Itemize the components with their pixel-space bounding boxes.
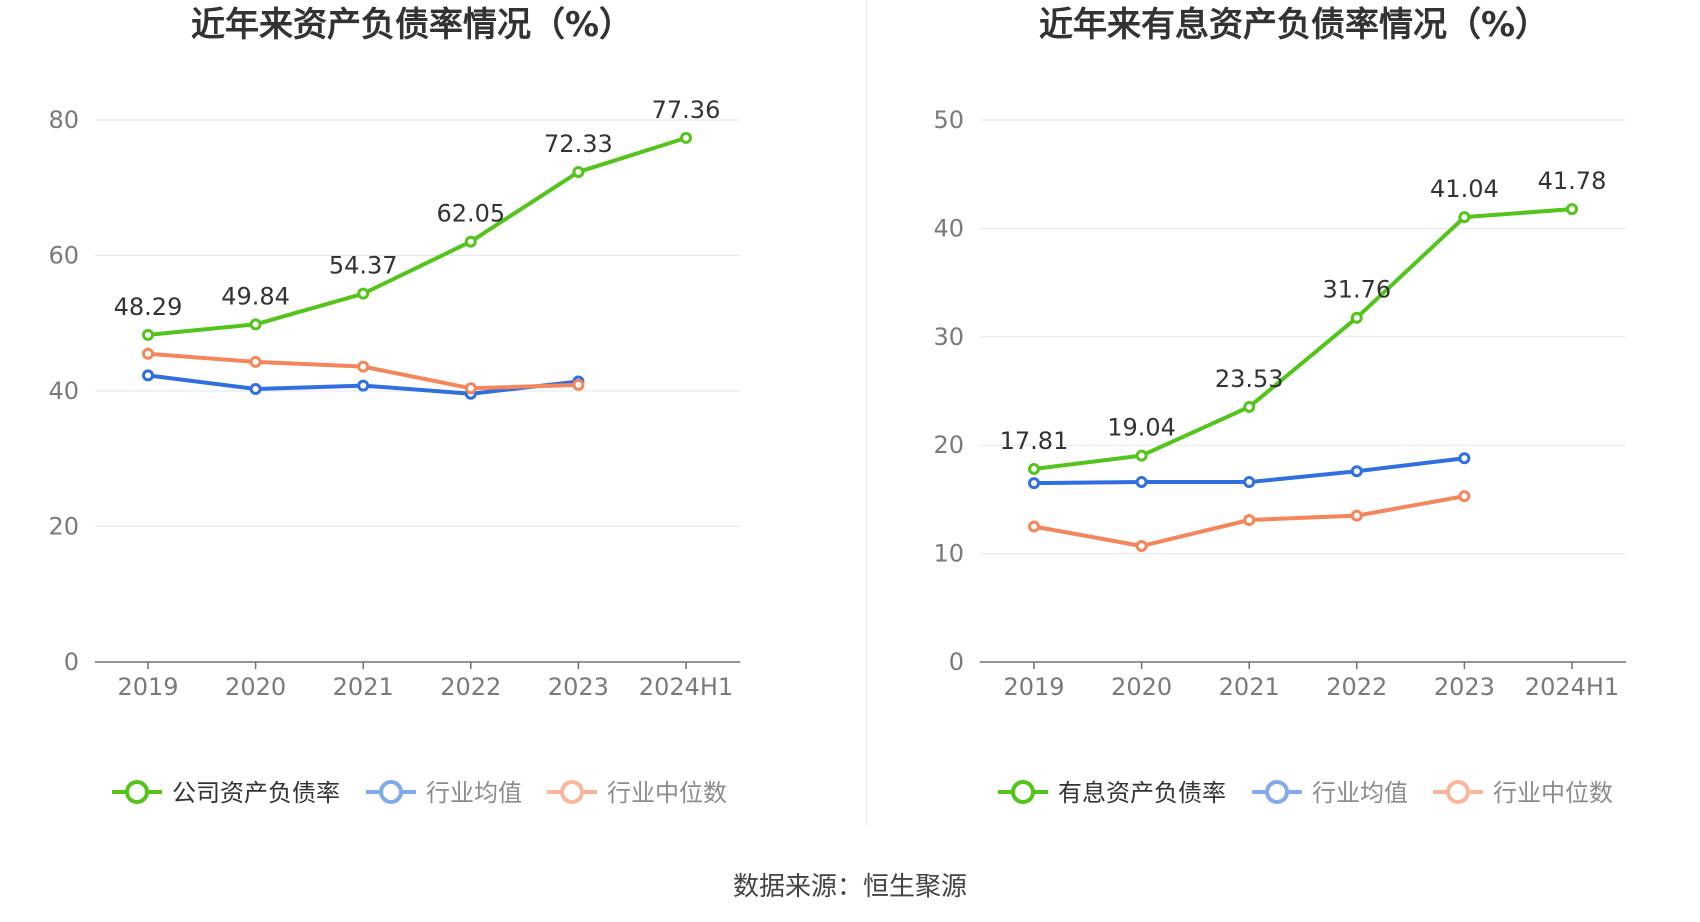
y-tick-label: 30 bbox=[933, 323, 964, 351]
x-tick-label: 2020 bbox=[225, 673, 286, 701]
data-point bbox=[1352, 467, 1361, 476]
x-tick-label: 2024H1 bbox=[639, 673, 733, 701]
data-point bbox=[1245, 478, 1254, 487]
data-label: 49.84 bbox=[221, 282, 290, 310]
x-tick-label: 2019 bbox=[1003, 673, 1064, 701]
x-tick-label: 2021 bbox=[1219, 673, 1280, 701]
y-tick-label: 20 bbox=[48, 513, 79, 541]
data-point bbox=[1352, 511, 1361, 520]
data-label: 17.81 bbox=[1000, 427, 1069, 455]
data-label: 54.37 bbox=[329, 252, 398, 280]
legend-label: 公司资产负债率 bbox=[172, 779, 340, 807]
panel-divider bbox=[866, 0, 867, 826]
x-tick-label: 2022 bbox=[440, 673, 501, 701]
y-tick-label: 40 bbox=[48, 377, 79, 405]
x-tick-label: 2023 bbox=[1434, 673, 1495, 701]
data-point bbox=[574, 380, 583, 389]
data-point bbox=[682, 133, 691, 142]
data-point bbox=[1460, 492, 1469, 501]
data-point bbox=[251, 384, 260, 393]
x-tick-label: 2019 bbox=[117, 673, 178, 701]
y-tick-label: 20 bbox=[933, 431, 964, 459]
data-point bbox=[1245, 515, 1254, 524]
data-label: 23.53 bbox=[1215, 365, 1284, 393]
data-point bbox=[1137, 451, 1146, 460]
data-point bbox=[1137, 478, 1146, 487]
data-point bbox=[574, 167, 583, 176]
chart-title: 近年来有息资产负债率情况（%） bbox=[1039, 5, 1549, 45]
data-point bbox=[144, 349, 153, 358]
legend-label: 行业中位数 bbox=[607, 779, 727, 807]
legend-marker-icon bbox=[381, 782, 401, 802]
y-tick-label: 60 bbox=[48, 242, 79, 270]
data-label: 31.76 bbox=[1322, 276, 1391, 304]
data-point bbox=[1568, 205, 1577, 214]
data-label: 72.33 bbox=[544, 130, 613, 158]
x-tick-label: 2024H1 bbox=[1525, 673, 1619, 701]
legend-label: 行业均值 bbox=[1312, 779, 1408, 807]
x-tick-label: 2023 bbox=[548, 673, 609, 701]
data-source-note: 数据来源：恒生聚源 bbox=[0, 866, 1700, 903]
data-point bbox=[144, 371, 153, 380]
data-point bbox=[251, 320, 260, 329]
legend-label: 行业均值 bbox=[426, 779, 522, 807]
x-tick-label: 2021 bbox=[333, 673, 394, 701]
legend-label: 有息资产负债率 bbox=[1058, 779, 1226, 807]
data-label: 77.36 bbox=[652, 96, 721, 124]
legend-marker-icon bbox=[1013, 782, 1033, 802]
data-point bbox=[251, 357, 260, 366]
chart-stage: 近年来资产负债率情况（%） 0 20 40 60 80 2019 2020 2021 2022 20… bbox=[0, 0, 1700, 918]
y-tick-label: 50 bbox=[933, 106, 964, 134]
y-tick-label: 40 bbox=[933, 214, 964, 242]
x-tick-label: 2022 bbox=[1326, 673, 1387, 701]
y-tick-label: 0 bbox=[949, 648, 964, 676]
data-point bbox=[1352, 313, 1361, 322]
data-point bbox=[466, 237, 475, 246]
legend-marker-icon bbox=[562, 782, 582, 802]
data-label: 41.04 bbox=[1430, 175, 1499, 203]
data-point bbox=[1460, 454, 1469, 463]
legend-marker-icon bbox=[1448, 782, 1468, 802]
y-tick-label: 10 bbox=[933, 540, 964, 568]
data-point bbox=[359, 289, 368, 298]
data-point bbox=[1030, 479, 1039, 488]
legend-marker-icon bbox=[127, 782, 147, 802]
legend-label: 行业中位数 bbox=[1493, 779, 1613, 807]
data-point bbox=[1030, 522, 1039, 531]
data-point bbox=[1245, 402, 1254, 411]
data-point bbox=[359, 362, 368, 371]
charts-svg: 近年来资产负债率情况（%） 0 20 40 60 80 2019 2020 2021 2022 20… bbox=[0, 0, 1700, 918]
chart-title: 近年来资产负债率情况（%） bbox=[191, 5, 633, 45]
x-tick-label: 2020 bbox=[1111, 673, 1172, 701]
data-point bbox=[144, 330, 153, 339]
data-point bbox=[466, 384, 475, 393]
legend-marker-icon bbox=[1267, 782, 1287, 802]
data-label: 62.05 bbox=[436, 200, 505, 228]
data-label: 48.29 bbox=[114, 293, 183, 321]
data-point bbox=[1030, 464, 1039, 473]
data-point bbox=[1460, 213, 1469, 222]
y-tick-label: 80 bbox=[48, 106, 79, 134]
data-point bbox=[359, 381, 368, 390]
data-label: 19.04 bbox=[1107, 414, 1176, 442]
y-tick-label: 0 bbox=[64, 648, 79, 676]
data-point bbox=[1137, 542, 1146, 551]
data-label: 41.78 bbox=[1538, 167, 1607, 195]
